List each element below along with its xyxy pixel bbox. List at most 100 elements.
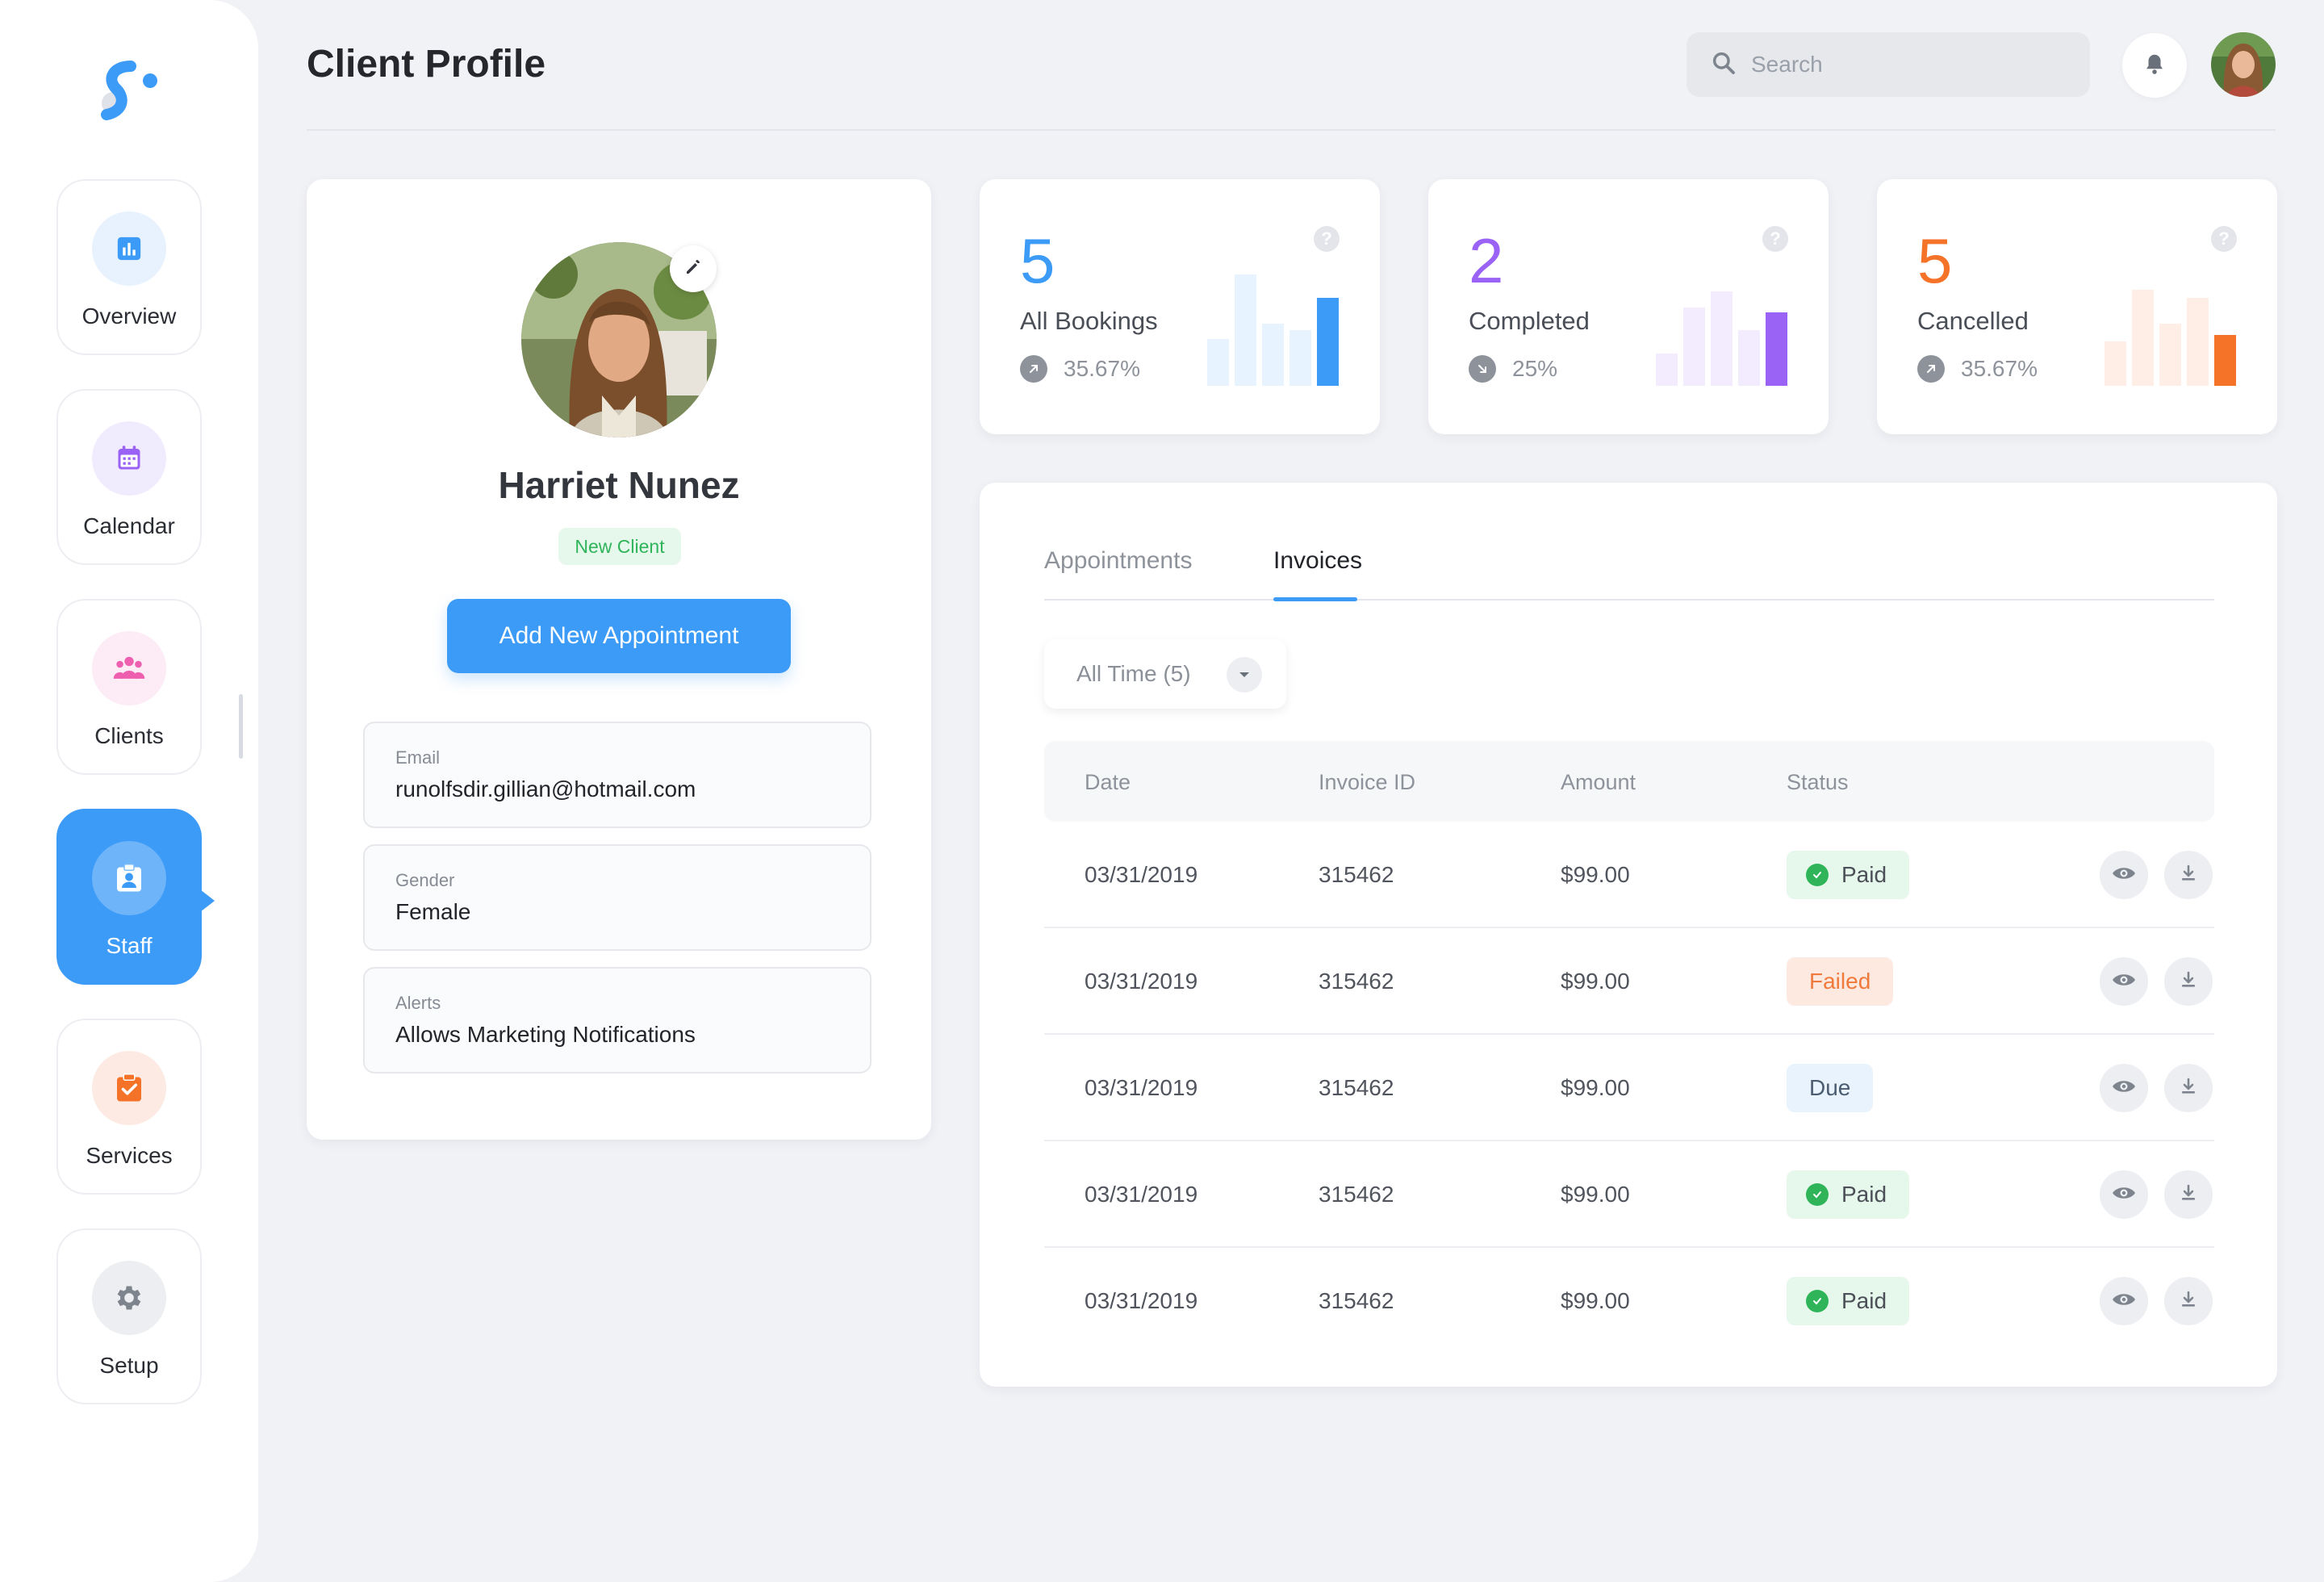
stat-value: 5 (1020, 225, 1055, 296)
mini-bar (1683, 308, 1705, 386)
alerts-field: Alerts Allows Marketing Notifications (363, 967, 872, 1074)
table-row: 03/31/2019 315462 $99.00 Paid (1044, 1141, 2214, 1248)
calendar-icon (92, 421, 166, 496)
field-value: Female (395, 899, 471, 924)
invoice-date: 03/31/2019 (1085, 862, 1198, 887)
column-header-date[interactable]: Date (1085, 770, 1131, 794)
table-header: Date Invoice ID Amount Status (1044, 741, 2214, 822)
sidebar-item-label: Setup (99, 1353, 159, 1378)
download-invoice-button[interactable] (2164, 1277, 2213, 1325)
search-placeholder: Search (1751, 52, 1823, 77)
invoice-id: 315462 (1319, 1288, 1394, 1313)
download-invoice-button[interactable] (2164, 1064, 2213, 1112)
active-tab-indicator (1273, 597, 1357, 601)
status-badge: Failed (1787, 957, 1894, 1006)
tab-appointments[interactable]: Appointments (1044, 547, 1193, 574)
stat-value: 5 (1917, 225, 1953, 296)
download-invoice-button[interactable] (2164, 851, 2213, 899)
view-invoice-button[interactable] (2100, 1170, 2148, 1219)
mini-bar (2105, 341, 2126, 386)
view-invoice-button[interactable] (2100, 1277, 2148, 1325)
mini-bar (1235, 274, 1256, 386)
download-invoice-button[interactable] (2164, 957, 2213, 1006)
bell-icon (2142, 52, 2167, 80)
stat-value: 2 (1469, 225, 1504, 296)
status-text: Paid (1841, 1288, 1887, 1313)
mini-bar (1262, 324, 1284, 386)
view-invoice-button[interactable] (2100, 851, 2148, 899)
invoice-id: 315462 (1319, 862, 1394, 887)
check-circle-icon (1806, 1183, 1829, 1206)
sidebar-item-label: Calendar (83, 513, 175, 538)
tab-invoices[interactable]: Invoices (1273, 547, 1363, 574)
column-header-status[interactable]: Status (1787, 770, 1849, 794)
field-label: Gender (395, 870, 455, 890)
user-avatar[interactable] (2211, 32, 2276, 97)
mini-bar-chart (2105, 274, 2238, 386)
stat-card-all-bookings: 5 All Bookings 35.67% ? (980, 179, 1380, 434)
stat-label: All Bookings (1020, 307, 1158, 335)
invoice-id: 315462 (1319, 1182, 1394, 1207)
help-icon[interactable]: ? (1762, 226, 1788, 252)
invoice-date: 03/31/2019 (1085, 1075, 1198, 1100)
trend-up-icon (1917, 355, 1945, 383)
sidebar-item-services[interactable]: Services (56, 1019, 202, 1195)
mini-bar (2132, 290, 2154, 386)
sidebar-item-calendar[interactable]: Calendar (56, 389, 202, 565)
sidebar-item-clients[interactable]: Clients (56, 599, 202, 775)
table-row: 03/31/2019 315462 $99.00 Failed (1044, 928, 2214, 1035)
stat-change: 25% (1469, 355, 1557, 383)
mini-bar (1656, 354, 1678, 386)
help-icon[interactable]: ? (1314, 226, 1340, 252)
check-circle-icon (1806, 864, 1829, 886)
stat-label: Completed (1469, 307, 1590, 335)
sidebar-item-label: Clients (94, 723, 164, 748)
column-header-invoice-id[interactable]: Invoice ID (1319, 770, 1416, 794)
sidebar-item-staff[interactable]: Staff (56, 809, 215, 985)
field-label: Alerts (395, 993, 441, 1013)
invoice-date: 03/31/2019 (1085, 969, 1198, 994)
download-invoice-button[interactable] (2164, 1170, 2213, 1219)
field-value: Allows Marketing Notifications (395, 1022, 696, 1047)
notification-button[interactable] (2122, 33, 2187, 98)
time-filter-dropdown[interactable]: All Time (5) (1044, 639, 1286, 709)
sidebar-item-setup[interactable]: Setup (56, 1228, 202, 1404)
table-row: 03/31/2019 315462 $99.00 Due (1044, 1035, 2214, 1141)
mini-bar (1317, 298, 1339, 386)
invoice-amount: $99.00 (1561, 969, 1630, 994)
status-text: Paid (1841, 862, 1887, 887)
stat-label: Cancelled (1917, 307, 2029, 335)
invoice-amount: $99.00 (1561, 1075, 1630, 1100)
status-badge: Paid (1787, 851, 1910, 899)
gender-field: Gender Female (363, 844, 872, 951)
stat-card-cancelled: 5 Cancelled 35.67% ? (1877, 179, 2277, 434)
stat-change-value: 25% (1512, 356, 1558, 381)
trend-down-icon (1469, 355, 1496, 383)
edit-photo-button[interactable] (670, 245, 717, 292)
invoice-amount: $99.00 (1561, 1182, 1630, 1207)
email-field: Email runolfsdir.gillian@hotmail.com (363, 722, 872, 828)
app-logo[interactable] (89, 56, 166, 121)
column-header-amount[interactable]: Amount (1561, 770, 1636, 794)
field-label: Email (395, 747, 441, 768)
sidebar-item-overview[interactable]: Overview (56, 179, 202, 355)
help-icon[interactable]: ? (2211, 226, 2237, 252)
invoice-id: 315462 (1319, 1075, 1394, 1100)
status-text: Failed (1809, 969, 1871, 994)
mini-bar (2214, 335, 2236, 386)
add-appointment-button[interactable]: Add New Appointment (447, 599, 791, 673)
search-input[interactable]: Search (1687, 32, 2090, 97)
view-invoice-button[interactable] (2100, 957, 2148, 1006)
status-badge: Paid (1787, 1277, 1910, 1325)
sidebar-scrollbar[interactable] (239, 694, 243, 759)
client-status-badge: New Client (558, 528, 681, 565)
mini-bar (1711, 291, 1733, 386)
view-invoice-button[interactable] (2100, 1064, 2148, 1112)
mini-bar (1766, 312, 1787, 386)
table-row: 03/31/2019 315462 $99.00 Paid (1044, 1248, 2214, 1354)
users-icon (92, 631, 166, 705)
sidebar-item-label: Services (86, 1143, 173, 1168)
status-text: Paid (1841, 1182, 1887, 1207)
filter-label: All Time (5) (1076, 661, 1191, 686)
client-name: Harriet Nunez (498, 464, 740, 506)
